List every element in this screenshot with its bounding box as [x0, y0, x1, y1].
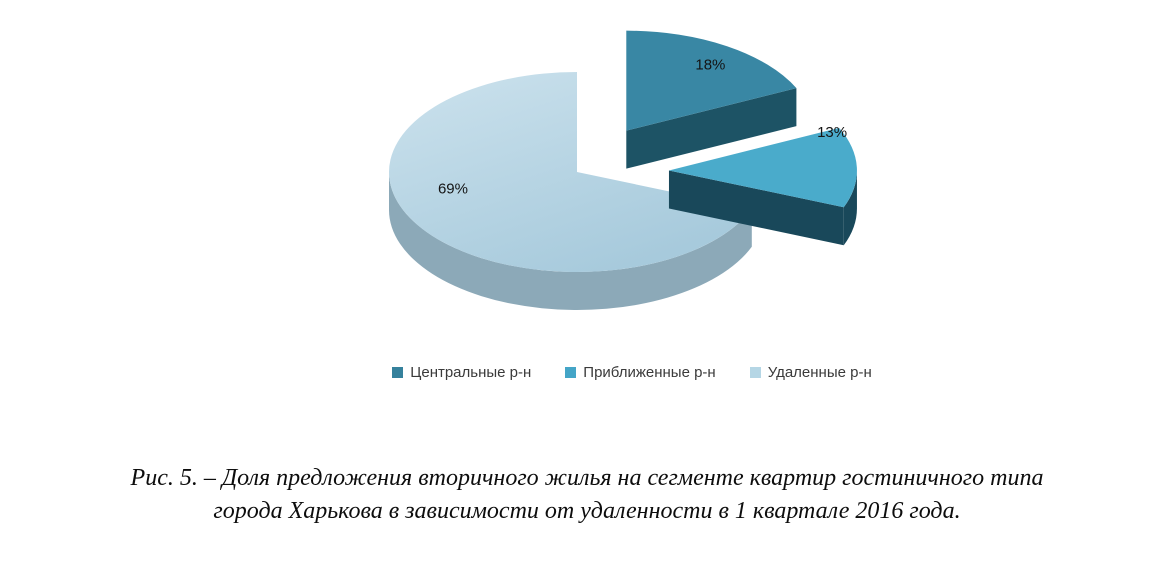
pie-slice-label-1: 13% — [817, 124, 847, 141]
legend-item-0: Центральные р-н — [392, 364, 531, 381]
legend-swatch-icon — [749, 367, 761, 378]
pie-chart-3d: 18% 13% 69% — [388, 30, 857, 310]
pie-slice-wall-1 — [668, 170, 844, 246]
pie-slice-label-0: 18% — [695, 56, 725, 73]
legend-swatch-icon — [392, 367, 404, 378]
pie-slice-rim-2 — [389, 172, 752, 310]
pie-slice-0 — [626, 30, 797, 131]
caption-line-1: Рис. 5. – Доля предложения вторичного жи… — [130, 465, 1044, 491]
pie-slice-label-2: 69% — [438, 180, 468, 197]
legend-label: Приближенные р-н — [583, 364, 716, 381]
legend-item-1: Приближенные р-н — [565, 364, 716, 381]
figure-caption: Рис. 5. – Доля предложения вторичного жи… — [0, 462, 1174, 528]
caption-line-2: города Харькова в зависимости от удаленн… — [213, 498, 961, 524]
pie-slice-wall-0 — [626, 88, 797, 169]
legend-item-2: Удаленные р-н — [749, 364, 872, 381]
pie-slice-2 — [388, 72, 752, 272]
pie-slice-rim-1 — [843, 170, 857, 246]
chart-legend: Центральные р-н Приближенные р-н Удаленные… — [90, 364, 1174, 381]
legend-label: Удаленные р-н — [767, 364, 872, 381]
legend-label: Центральные р-н — [410, 364, 532, 381]
legend-swatch-icon — [565, 367, 577, 378]
pie-slice-1 — [668, 127, 857, 208]
